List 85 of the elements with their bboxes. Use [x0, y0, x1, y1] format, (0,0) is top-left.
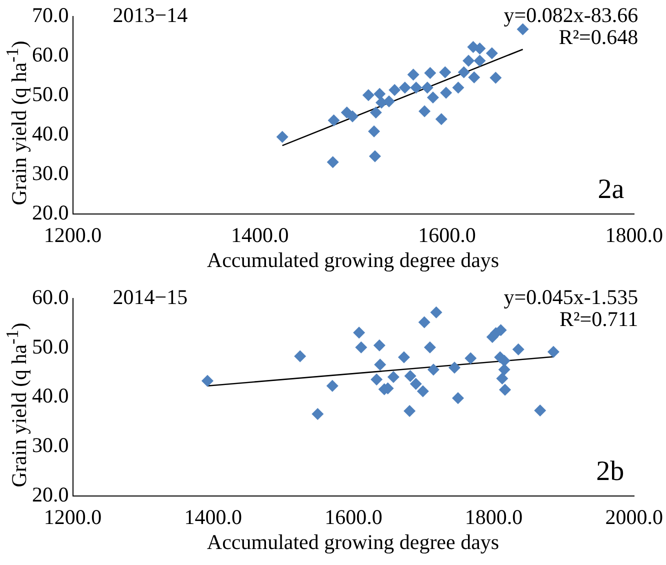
point — [373, 339, 386, 352]
point — [534, 404, 546, 417]
point — [410, 82, 422, 94]
point — [407, 68, 420, 81]
point — [353, 326, 366, 339]
x-tick-label: 1600.0 — [418, 222, 476, 247]
point — [418, 105, 431, 118]
x-axis-title: Accumulated growing degree days — [206, 248, 500, 273]
annotation: 2a — [598, 174, 625, 205]
point — [398, 351, 410, 364]
point — [276, 130, 288, 143]
point — [328, 114, 340, 126]
point — [398, 82, 411, 94]
x-tick-label: 1200.0 — [44, 504, 102, 529]
point — [486, 47, 498, 60]
x-tick-label: 1800.0 — [605, 222, 663, 247]
point — [418, 316, 430, 328]
annotation: R²=0.711 — [560, 307, 638, 331]
point — [368, 125, 380, 138]
point — [490, 72, 502, 84]
point — [421, 82, 434, 94]
point — [326, 380, 338, 392]
point — [474, 54, 486, 67]
x-tick-label: 1600.0 — [324, 504, 382, 529]
point — [370, 106, 382, 118]
point — [362, 89, 374, 102]
point — [404, 370, 416, 382]
point — [458, 66, 470, 78]
y-tick-label: 20.0 — [32, 482, 69, 506]
point — [452, 82, 464, 94]
y-tick-label: 30.0 — [32, 160, 69, 185]
point — [294, 350, 306, 362]
point — [355, 341, 368, 354]
point — [404, 405, 416, 418]
point — [326, 156, 339, 168]
point — [374, 88, 386, 100]
annotation: 2014−15 — [112, 285, 188, 309]
point — [512, 343, 524, 356]
x-axis-title: Accumulated growing degree days — [206, 530, 500, 555]
point — [499, 384, 512, 396]
x-tick-label: 2000.0 — [605, 504, 663, 529]
x-tick-label: 1200.0 — [44, 222, 102, 247]
annotation: y=0.082x-83.66 — [504, 3, 638, 27]
point — [416, 385, 429, 398]
point — [346, 110, 358, 122]
y-tick-label: 20.0 — [32, 200, 69, 224]
y-tick-label: 60.0 — [32, 285, 69, 310]
x-tick-label: 1400.0 — [184, 504, 242, 529]
y-tick-label: 50.0 — [32, 82, 69, 106]
point — [468, 71, 480, 84]
point — [440, 86, 452, 99]
annotation: 2b — [596, 456, 624, 487]
y-tick-label: 70.0 — [32, 3, 69, 28]
y-tick-label: 30.0 — [32, 433, 69, 458]
point — [462, 54, 475, 67]
x-tick-label: 1800.0 — [464, 504, 523, 529]
point — [430, 306, 442, 318]
point — [388, 84, 401, 96]
point — [496, 372, 508, 384]
point — [410, 378, 422, 390]
point — [547, 346, 560, 358]
y-tick-label: 40.0 — [32, 121, 69, 146]
point — [424, 67, 436, 79]
point — [368, 150, 381, 162]
x-tick-label: 1400.0 — [231, 222, 289, 247]
annotation: y=0.045x-1.535 — [504, 285, 638, 309]
point — [387, 370, 400, 383]
y-tick-label: 40.0 — [32, 384, 69, 408]
point — [427, 364, 440, 376]
y-tick-label: 60.0 — [32, 42, 69, 67]
annotation: 2013−14 — [112, 3, 188, 27]
point — [424, 341, 436, 354]
point — [374, 358, 386, 371]
point — [439, 66, 452, 78]
y-tick-label: 50.0 — [32, 334, 69, 358]
point — [448, 362, 460, 374]
point — [435, 113, 448, 126]
point — [370, 373, 383, 386]
annotation: R²=0.648 — [558, 25, 638, 49]
point — [498, 364, 510, 376]
point — [426, 91, 439, 104]
point — [201, 374, 214, 387]
point — [464, 352, 477, 364]
point — [312, 408, 324, 420]
point — [452, 392, 464, 404]
